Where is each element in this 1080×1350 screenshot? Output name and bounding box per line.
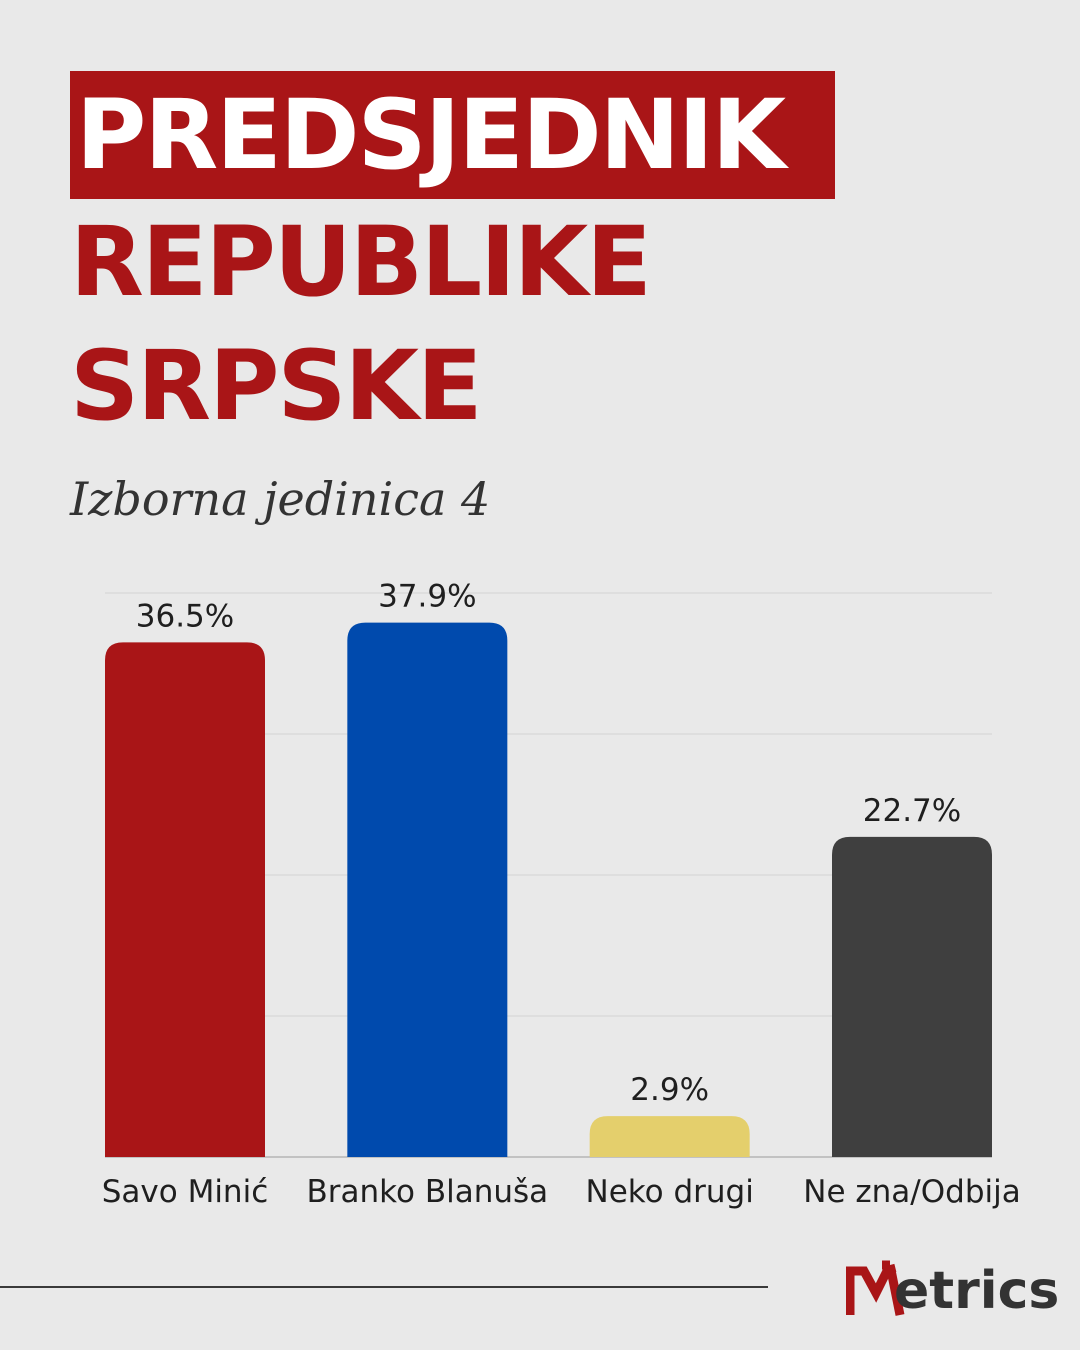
category-label-3: Neko drugi xyxy=(586,1174,754,1210)
bar-1 xyxy=(105,642,265,1157)
data-label-1: 36.5% xyxy=(136,598,234,634)
logo-m-arrow-icon xyxy=(846,1260,905,1316)
data-label-2: 37.9% xyxy=(378,579,476,615)
page-title-line-1: PREDSJEDNIK xyxy=(76,79,786,191)
footer-divider xyxy=(0,1286,768,1288)
data-label-3: 2.9% xyxy=(630,1072,709,1108)
category-label-2: Branko Blanuša xyxy=(307,1174,549,1210)
page-title-line-2: REPUBLIKE xyxy=(70,206,652,318)
title-highlight-box xyxy=(70,71,835,199)
category-label-4: Ne zna/Odbija xyxy=(803,1174,1020,1210)
subtitle: Izborna jedinica 4 xyxy=(70,472,491,526)
data-label-4: 22.7% xyxy=(863,793,961,829)
category-label-1: Savo Minić xyxy=(102,1174,269,1210)
logo-text: etrics xyxy=(894,1261,1060,1321)
bar-chart: 36.5% Savo Minić 37.9% Branko Blanuša 2.9% Ne… xyxy=(102,579,1021,1210)
page-title-line-3: SRPSKE xyxy=(70,330,483,442)
bar-2 xyxy=(347,622,508,1157)
bar-4 xyxy=(832,836,992,1157)
metrics-logo: etrics xyxy=(846,1255,1061,1325)
bar-3 xyxy=(589,1116,750,1157)
